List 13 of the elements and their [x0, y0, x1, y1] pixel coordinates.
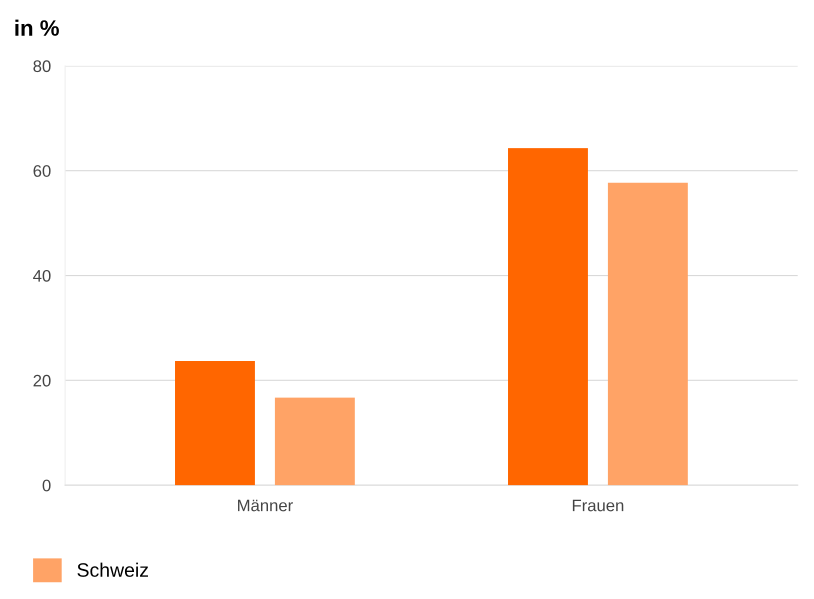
bar: [608, 182, 688, 486]
y-tick-label: 40: [33, 270, 51, 282]
y-tick-label: 0: [42, 480, 51, 492]
legend-label: Schweiz: [77, 562, 148, 577]
x-tick-label: Männer: [238, 500, 293, 512]
y-tick-label: 60: [34, 165, 51, 177]
bar: [508, 148, 588, 486]
y-tick-label: 80: [33, 60, 51, 72]
x-tick-label: Frauen: [572, 500, 624, 512]
bar: [175, 360, 255, 486]
chart-title: in %: [15, 20, 59, 36]
y-tick-label: 20: [34, 374, 51, 387]
bar: [274, 398, 355, 486]
